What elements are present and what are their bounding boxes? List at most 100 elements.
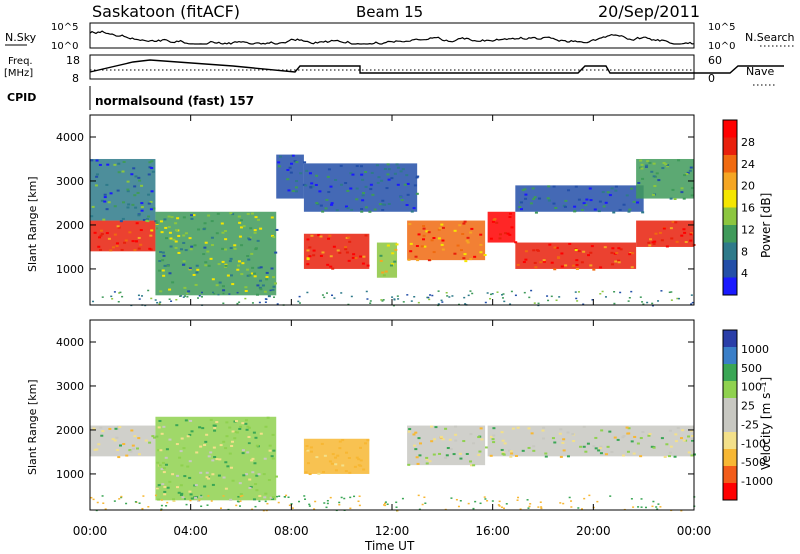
echo-speckle — [674, 221, 678, 224]
echo-speckle — [169, 237, 173, 240]
echo-speckle — [463, 253, 467, 256]
echo-speckle — [415, 192, 419, 195]
echo-speckle — [140, 202, 144, 205]
echo-speckle — [409, 250, 413, 253]
echo-speckle — [668, 429, 672, 432]
echo-speckle — [648, 432, 652, 435]
echo-speckle — [602, 205, 606, 208]
ground-scatter-point — [313, 508, 316, 510]
echo-speckle — [223, 230, 227, 233]
colorbar-segment — [723, 137, 737, 156]
echo-speckle — [406, 193, 410, 196]
echo-speckle — [189, 419, 193, 422]
ground-scatter-point — [120, 496, 123, 499]
echo-speckle — [508, 233, 512, 236]
echo-speckle — [489, 237, 493, 240]
ground-scatter-point — [568, 496, 571, 499]
echo-speckle — [201, 427, 205, 430]
echo-speckle — [686, 171, 690, 174]
echo-speckle — [226, 274, 230, 277]
echo-speckle — [430, 239, 434, 242]
echo-speckle — [246, 268, 250, 271]
ground-scatter-point — [613, 302, 616, 305]
ground-scatter-point — [427, 296, 430, 299]
ground-scatter-point — [222, 495, 225, 497]
echo-speckle — [671, 188, 675, 191]
ground-scatter-point — [200, 296, 203, 298]
ground-scatter-point — [392, 304, 395, 307]
ground-scatter-point — [395, 506, 398, 509]
echo-speckle — [688, 169, 692, 172]
echo-speckle — [245, 428, 249, 431]
echo-speckle — [168, 288, 172, 291]
ground-scatter-point — [637, 506, 640, 508]
echo-speckle — [150, 229, 154, 232]
echo-speckle — [334, 463, 338, 466]
ground-scatter-point — [217, 293, 220, 296]
ground-scatter-point — [451, 295, 454, 297]
echo-speckle — [321, 210, 325, 213]
echo-speckle — [291, 190, 295, 193]
echo-speckle — [253, 231, 257, 234]
ground-scatter-point — [288, 504, 291, 507]
echo-speckle — [575, 267, 579, 270]
echo-speckle — [320, 442, 324, 445]
echo-speckle — [172, 238, 176, 241]
colorbar-tick-label: 25 — [741, 400, 755, 413]
ground-scatter-point — [141, 295, 144, 297]
echo-speckle — [117, 226, 121, 229]
x-tick-label: 16:00 — [475, 524, 510, 538]
ground-scatter-point — [297, 300, 300, 303]
echo-speckle — [177, 234, 181, 237]
colorbar-segment — [723, 449, 737, 467]
ground-scatter-point — [657, 300, 660, 302]
echo-speckle — [105, 183, 109, 186]
ground-scatter-point — [369, 300, 372, 302]
echo-speckle — [272, 236, 276, 239]
echo-speckle — [204, 241, 208, 244]
echo-speckle — [606, 445, 610, 448]
echo-speckle — [144, 439, 148, 442]
echo-speckle — [140, 206, 144, 209]
echo-speckle — [99, 234, 103, 237]
echo-speckle — [564, 264, 568, 267]
echo-speckle — [625, 194, 629, 197]
echo-speckle — [632, 452, 636, 455]
echo-speckle — [648, 244, 652, 247]
echo-speckle — [211, 459, 215, 462]
echo-speckle — [422, 238, 426, 241]
echo-speckle — [158, 419, 162, 422]
echo-speckle — [188, 476, 192, 479]
echo-speckle — [458, 224, 462, 227]
echo-speckle — [230, 444, 234, 447]
echo-speckle — [673, 455, 677, 458]
echo-speckle — [253, 275, 257, 278]
echo-speckle — [155, 487, 159, 490]
echo-speckle — [668, 455, 672, 458]
echo-speckle — [485, 446, 489, 449]
echo-speckle — [328, 460, 332, 463]
echo-speckle — [95, 175, 99, 178]
ground-scatter-point — [179, 295, 182, 297]
echo-speckle — [122, 160, 126, 163]
ground-scatter-point — [235, 504, 238, 507]
echo-speckle — [192, 214, 196, 217]
noise-sky-line — [89, 30, 695, 45]
echo-speckle — [532, 249, 536, 252]
echo-speckle — [310, 234, 314, 237]
echo-speckle — [113, 163, 117, 166]
echo-speckle — [680, 191, 684, 194]
y-tick-label: 3000 — [56, 380, 84, 393]
echo-speckle — [192, 273, 196, 276]
echo-speckle — [350, 208, 354, 211]
echo-speckle — [133, 185, 137, 188]
echo-speckle — [193, 484, 197, 487]
ground-scatter-point — [287, 496, 290, 499]
ground-scatter-point — [609, 495, 612, 497]
echo-speckle — [440, 223, 444, 226]
echo-speckle — [222, 476, 226, 479]
ground-scatter-point — [526, 499, 529, 501]
echo-speckle — [164, 456, 168, 459]
ground-scatter-point — [429, 294, 432, 296]
echo-speckle — [268, 449, 272, 452]
